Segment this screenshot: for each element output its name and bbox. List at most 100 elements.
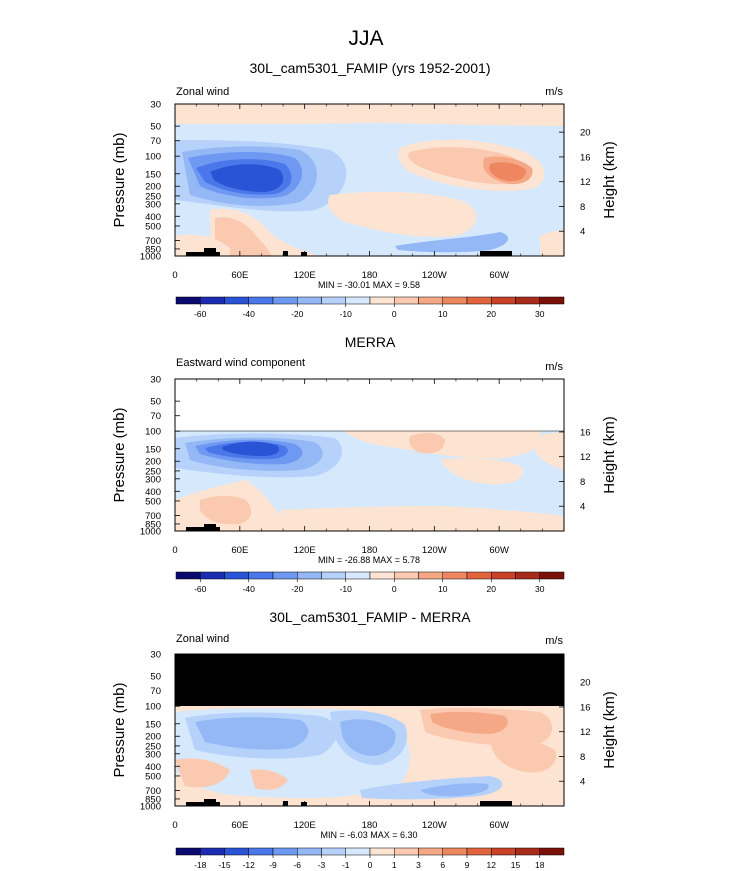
colorbar-swatch: [200, 296, 225, 305]
x-tick-label: 60W: [489, 820, 509, 831]
colorbar-swatch: [248, 571, 274, 580]
y-tick-label: 700: [145, 511, 161, 522]
height-axis-ticks: 20 16 12 8 4: [559, 678, 591, 788]
colorbar-swatch: [224, 296, 249, 305]
y-tick-label: 250: [145, 191, 161, 202]
height-tick-label: 8: [580, 752, 585, 763]
height-tick-label: 4: [580, 502, 585, 513]
y-tick-label: 850: [145, 794, 161, 805]
y-tick-label: 100: [145, 702, 161, 713]
colorbar-label: 12: [487, 860, 497, 870]
colorbar-swatch: [466, 847, 492, 856]
y-tick-label: 400: [145, 212, 161, 223]
units-label: m/s: [545, 635, 563, 647]
colorbar: -18 -15 -12 -9 -6 -3 -1 0 1 3 6 9 12 15 18: [175, 847, 565, 870]
colorbar-swatch: [442, 296, 468, 305]
colorbar-swatch: [200, 571, 225, 580]
y-tick-label: 200: [145, 457, 161, 468]
y-tick-label: 250: [145, 466, 161, 477]
colorbar-label: 1: [392, 860, 397, 870]
y-tick-label: 300: [145, 474, 161, 485]
colorbar-swatch: [491, 296, 516, 305]
x-tick-label: 0: [172, 820, 177, 831]
height-tick-label: 16: [580, 427, 591, 438]
colorbar: -60 -40 -20 -10 0 10 20 30: [175, 571, 565, 594]
colorbar-swatch: [394, 847, 419, 856]
y-tick-label: 200: [145, 182, 161, 193]
y-tick-label: 500: [145, 221, 161, 232]
panel-merra: MERRA Eastward wind component m/s: [111, 334, 618, 594]
x-tick-label: 120E: [294, 545, 316, 556]
y-tick-label: 850: [145, 244, 161, 255]
min-max-stats: MIN = -26.88 MAX = 5.78: [318, 555, 420, 565]
colorbar-label: -10: [340, 584, 353, 594]
x-axis-ticks: 0 60E 120E 180 120W 60W: [172, 654, 565, 831]
colorbar-swatch: [248, 296, 274, 305]
height-axis-label: Height (km): [601, 691, 618, 769]
colorbar-label: -40: [243, 584, 256, 594]
colorbar-swatch: [297, 571, 322, 580]
colorbar-label: -1: [342, 860, 350, 870]
colorbar-swatch: [224, 847, 249, 856]
y-axis-label: Pressure (mb): [111, 407, 128, 502]
variable-label: Eastward wind component: [176, 357, 305, 369]
colorbar-swatch: [297, 296, 322, 305]
colorbar-swatch: [442, 571, 468, 580]
y-tick-label: 70: [150, 686, 161, 697]
figure-title: JJA: [348, 27, 383, 50]
colorbar-swatch: [345, 571, 371, 580]
x-tick-label: 60W: [489, 270, 509, 281]
y-tick-label: 30: [150, 375, 161, 386]
panel-title: MERRA: [345, 334, 396, 350]
height-tick-label: 8: [580, 202, 585, 213]
colorbar-label: -6: [293, 860, 301, 870]
colorbar-label: 18: [535, 860, 545, 870]
colorbar-label: -9: [269, 860, 277, 870]
colorbar-label: -60: [194, 309, 207, 319]
colorbar-label: 10: [438, 584, 448, 594]
colorbar-label: 0: [392, 584, 397, 594]
y-tick-label: 700: [145, 786, 161, 797]
x-tick-label: 60W: [489, 545, 509, 556]
height-axis-ticks: 16 12 8 4: [559, 427, 591, 513]
contour-field: [175, 654, 564, 806]
y-tick-label: 250: [145, 741, 161, 752]
colorbar-swatch: [515, 296, 540, 305]
colorbar-label: -15: [218, 860, 231, 870]
height-tick-label: 20: [580, 678, 591, 689]
y-tick-label: 30: [150, 100, 161, 111]
colorbar-swatch: [539, 847, 565, 856]
height-axis-ticks: 20 16 12 8 4: [559, 128, 591, 238]
colorbar-label: 0: [392, 309, 397, 319]
y-tick-label: 1000: [140, 252, 161, 263]
colorbar-swatch: [369, 571, 395, 580]
x-tick-label: 60E: [231, 270, 248, 281]
colorbar-swatch: [175, 571, 201, 580]
colorbar-swatch: [272, 847, 298, 856]
y-tick-label: 150: [145, 719, 161, 730]
height-axis-label: Height (km): [601, 416, 618, 494]
x-tick-label: 120W: [422, 820, 447, 831]
colorbar-swatch: [248, 847, 274, 856]
y-axis-label: Pressure (mb): [111, 682, 128, 777]
colorbar-label: 20: [487, 309, 497, 319]
y-tick-label: 500: [145, 771, 161, 782]
colorbar-label: -12: [243, 860, 256, 870]
colorbar-label: 30: [535, 309, 545, 319]
height-tick-label: 12: [580, 727, 591, 738]
colorbar-swatch: [321, 296, 346, 305]
height-tick-label: 4: [580, 227, 585, 238]
y-tick-label: 70: [150, 411, 161, 422]
panel-title: 30L_cam5301_FAMIP - MERRA: [269, 609, 471, 625]
colorbar-label: 0: [368, 860, 373, 870]
y-axis-label: Pressure (mb): [111, 132, 128, 227]
y-tick-label: 100: [145, 152, 161, 163]
colorbar-swatch: [321, 847, 346, 856]
y-tick-label: 1000: [140, 527, 161, 538]
colorbar-swatch: [515, 847, 540, 856]
colorbar-swatch: [539, 296, 565, 305]
x-axis-ticks: 0 60E 120E 180 120W 60W: [172, 104, 565, 281]
colorbar-label: 3: [416, 860, 421, 870]
